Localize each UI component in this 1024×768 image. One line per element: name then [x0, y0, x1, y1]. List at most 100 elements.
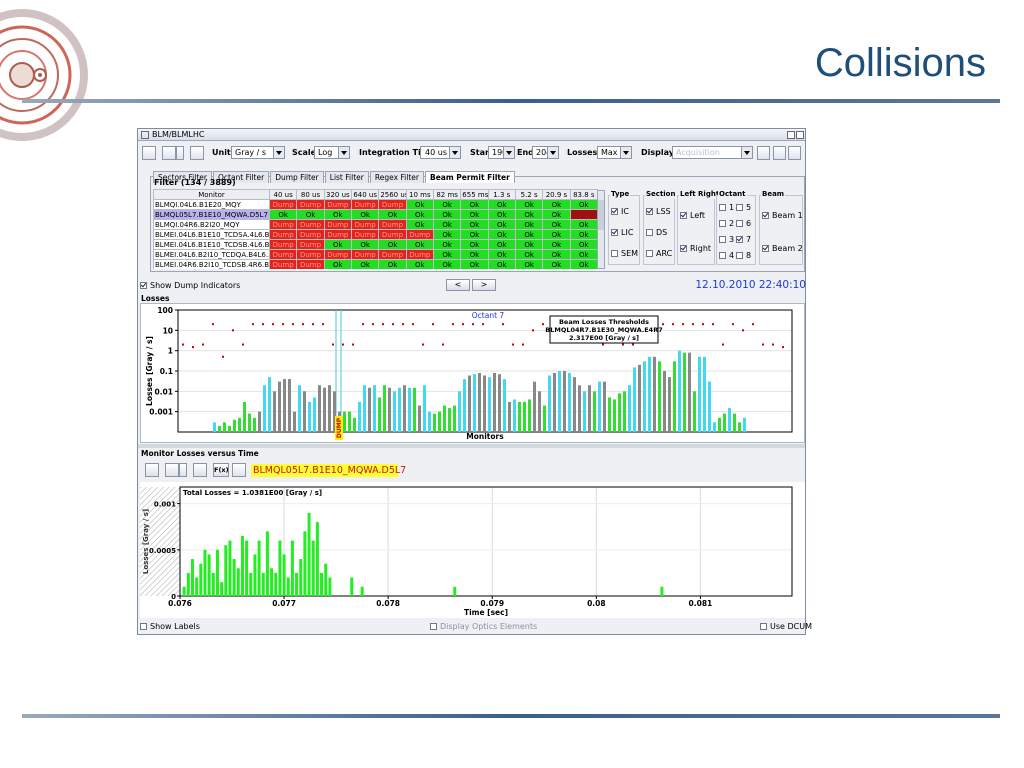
tab[interactable]: Beam Permit Filter: [424, 171, 515, 183]
column-header[interactable]: 40 us: [268, 189, 298, 200]
column-header[interactable]: 80 us: [296, 189, 325, 200]
tab[interactable]: Sectors Filter: [153, 171, 212, 183]
nav-button[interactable]: <: [446, 279, 470, 291]
column-header[interactable]: 10 ms: [405, 189, 434, 200]
table-row[interactable]: BLMEI.04L6.B1E10_TCDSB.4L6.B1 Dump Dump Ok O…: [153, 239, 598, 250]
combo-box[interactable]: Acquisition: [672, 146, 753, 159]
table-row[interactable]: BLMEI.04L6.B1E10_TCDSA.4L6.B1 Dump Dump Dum…: [153, 229, 598, 240]
combo-box[interactable]: 1900: [488, 146, 515, 159]
combo-box[interactable]: Log: [314, 146, 350, 159]
bar: [733, 413, 736, 432]
combo-box[interactable]: Gray / s: [231, 146, 285, 159]
checkbox[interactable]: [140, 282, 147, 289]
dcum-checkbox[interactable]: Use DCUM: [760, 622, 812, 632]
checkbox[interactable]: [736, 204, 743, 211]
table-row[interactable]: BLMQI.04L6.B1E20_MQY Dump Dump Dump Dump Dump…: [153, 199, 598, 210]
checkbox[interactable]: [719, 252, 726, 259]
filter-checkbox[interactable]: 3: [719, 235, 734, 245]
checkbox[interactable]: [719, 236, 726, 243]
tool-dropdown[interactable]: [176, 146, 184, 160]
tool-icon[interactable]: [193, 463, 207, 477]
filter-checkbox[interactable]: 4: [719, 251, 734, 261]
column-header[interactable]: Monitor: [153, 189, 270, 200]
restore-button[interactable]: [787, 131, 795, 139]
checkbox[interactable]: [611, 208, 618, 215]
column-header[interactable]: 82 ms: [432, 189, 462, 200]
checkbox[interactable]: [646, 208, 653, 215]
checkbox[interactable]: [646, 229, 653, 236]
tool-icon[interactable]: [162, 146, 176, 160]
tab[interactable]: Regex Filter: [369, 171, 424, 183]
column-header[interactable]: 655 ms: [460, 189, 489, 200]
tool-icon[interactable]: [757, 146, 770, 160]
column-header[interactable]: 5.2 s: [514, 189, 544, 200]
filter-checkbox[interactable]: 2: [719, 219, 734, 229]
checkbox[interactable]: [762, 212, 769, 219]
filter-checkbox[interactable]: Beam 2: [762, 244, 803, 254]
tool-icon[interactable]: [788, 146, 801, 160]
checkbox[interactable]: [760, 623, 767, 630]
filter-checkbox[interactable]: Beam 1: [762, 211, 803, 221]
checkbox[interactable]: [762, 245, 769, 252]
show-dump-checkbox[interactable]: Show Dump Indicators: [140, 281, 240, 291]
filter-checkbox[interactable]: ARC: [646, 249, 672, 259]
checkbox[interactable]: [736, 220, 743, 227]
table-row[interactable]: BLMEI.04L6.B2I10_TCDQA.B4L6... Dump Dump Du…: [153, 249, 598, 260]
column-header[interactable]: 640 us: [350, 189, 380, 200]
tool-icon[interactable]: [142, 146, 156, 160]
fx-icon[interactable]: F(x): [213, 463, 229, 477]
filter-checkbox[interactable]: IC: [611, 207, 629, 217]
filter-checkbox[interactable]: DS: [646, 228, 667, 238]
tab[interactable]: List Filter: [324, 171, 369, 183]
filter-checkbox[interactable]: 8: [736, 251, 751, 261]
checkbox[interactable]: [140, 623, 147, 630]
checkbox[interactable]: [646, 250, 653, 257]
checkbox[interactable]: [611, 229, 618, 236]
close-button[interactable]: [796, 131, 804, 139]
combo-box[interactable]: 40 us: [420, 146, 461, 159]
filter-checkbox[interactable]: LIC: [611, 228, 633, 238]
filter-checkbox-label: Right: [690, 244, 712, 253]
tool-icon[interactable]: [165, 463, 179, 477]
column-header[interactable]: 320 us: [323, 189, 352, 200]
table-row[interactable]: BLMQI.04R6.B2I20_MQY Dump Dump Dump Dump Dump…: [153, 219, 598, 230]
bar: [523, 401, 526, 432]
column-header[interactable]: 2560 us: [378, 189, 407, 200]
tool-icon[interactable]: [190, 146, 204, 160]
filter-checkbox[interactable]: Right: [680, 244, 711, 254]
filter-checkbox[interactable]: 7: [736, 235, 751, 245]
filter-checkbox[interactable]: 1: [719, 203, 734, 213]
combo-box[interactable]: 2047: [532, 146, 559, 159]
tool-icon[interactable]: [145, 463, 159, 477]
checkbox[interactable]: [736, 236, 743, 243]
optics-checkbox[interactable]: Display Optics Elements: [430, 622, 537, 632]
table-row[interactable]: BLMQL05L7.B1E10_MQWA.D5L7 Ok Ok Ok Ok Ok Ok Ok O…: [153, 209, 598, 220]
checkbox[interactable]: [430, 623, 437, 630]
filter-checkbox[interactable]: LSS: [646, 207, 671, 217]
column-header[interactable]: 20.9 s: [542, 189, 571, 200]
filter-checkbox[interactable]: Left: [680, 211, 705, 221]
table-row[interactable]: BLMEI.04R6.B2I10_TCDSB.4R6.B2 Dump Dump Ok O…: [153, 259, 598, 269]
combo-box[interactable]: Max: [597, 146, 632, 159]
checkbox[interactable]: [680, 245, 687, 252]
filter-checkbox[interactable]: SEM: [611, 249, 638, 259]
column-header[interactable]: 83.8 s: [569, 189, 598, 200]
annotation: Octant 7: [472, 311, 505, 320]
checkbox[interactable]: [736, 252, 743, 259]
tool-dropdown[interactable]: [179, 463, 187, 477]
checkbox[interactable]: [719, 220, 726, 227]
filter-checkbox[interactable]: 6: [736, 219, 751, 229]
tool-icon[interactable]: [773, 146, 786, 160]
scroll-thumb[interactable]: [598, 200, 604, 230]
checkbox[interactable]: [719, 204, 726, 211]
status-cell: Ok: [487, 229, 516, 240]
checkbox[interactable]: [611, 250, 618, 257]
nav-button[interactable]: >: [472, 279, 496, 291]
tab[interactable]: Octant Filter: [212, 171, 270, 183]
show-labels-checkbox[interactable]: Show Labels: [140, 622, 200, 632]
filter-checkbox[interactable]: 5: [736, 203, 751, 213]
save-icon[interactable]: [232, 463, 246, 477]
checkbox[interactable]: [680, 212, 687, 219]
tab[interactable]: Dump Filter: [270, 171, 324, 183]
column-header[interactable]: 1.3 s: [487, 189, 516, 200]
